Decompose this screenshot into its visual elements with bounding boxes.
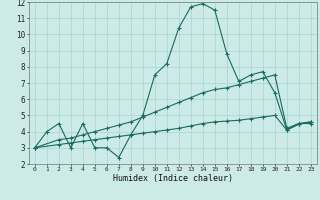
X-axis label: Humidex (Indice chaleur): Humidex (Indice chaleur): [113, 174, 233, 183]
